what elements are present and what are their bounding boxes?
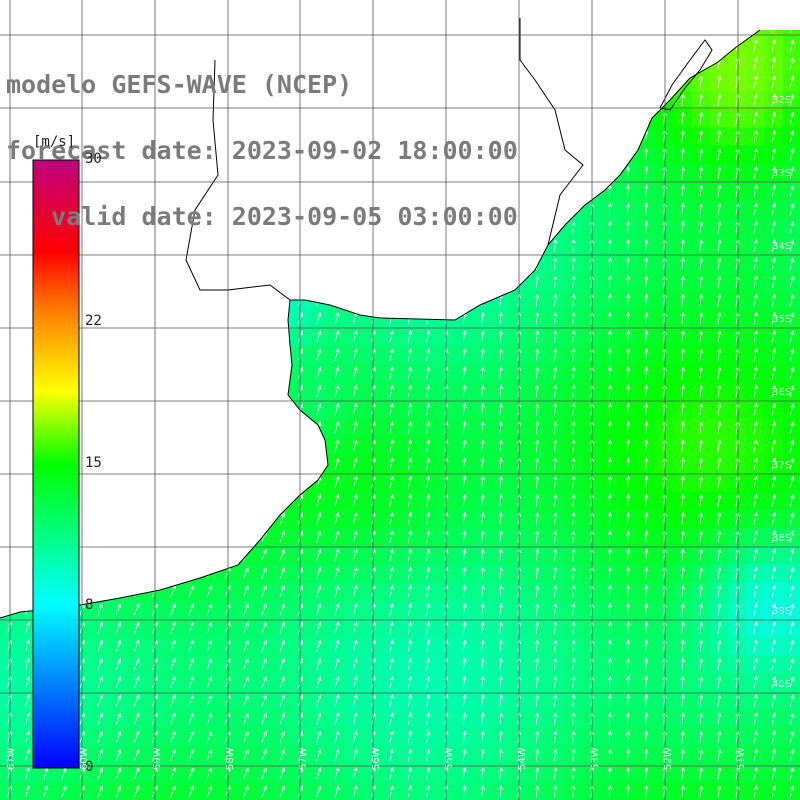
wind-arrow (771, 57, 777, 70)
title-valid-date: valid date: 2023-09-05 03:00:00 (6, 202, 518, 231)
longitude-label: 55W (444, 747, 455, 770)
wind-arrow (717, 75, 722, 88)
longitude-label: 53W (590, 747, 601, 770)
map-title: modelo GEFS-WAVE (NCEP) forecast date: 2… (6, 30, 518, 250)
wind-arrow (698, 75, 704, 88)
latitude-label: 36S (772, 387, 792, 398)
longitude-label: 51W (736, 747, 747, 770)
latitude-label: 40S (772, 679, 792, 690)
wind-arrow (698, 93, 704, 107)
wind-arrow (680, 111, 685, 125)
latitude-label: 38S (772, 533, 792, 544)
longitude-label: 54W (517, 747, 528, 770)
latitude-label: 39S (772, 606, 792, 617)
wind-arrow (789, 57, 795, 70)
wind-arrow (753, 38, 758, 52)
longitude-label: 52W (663, 747, 674, 770)
wind-arrow (771, 38, 777, 52)
wind-arrow (753, 56, 758, 70)
wind-arrow (698, 111, 704, 125)
wind-arrow (753, 111, 758, 125)
wind-arrow (771, 93, 777, 106)
wind-arrow (789, 93, 795, 107)
latitude-label: 34S (772, 241, 792, 252)
latitude-label: 35S (772, 314, 792, 325)
wind-arrow (771, 75, 777, 88)
colorbar-gradient (32, 159, 80, 769)
longitude-label: 56W (371, 747, 382, 770)
latitude-label: 32S (772, 95, 792, 106)
longitude-label: 60W (79, 747, 90, 770)
wind-arrow (717, 93, 722, 107)
longitude-label: 58W (225, 747, 236, 770)
latitude-label: 37S (772, 460, 792, 471)
wind-arrow (680, 93, 685, 107)
wind-arrow (753, 93, 758, 107)
colorbar-unit: [m/s] (33, 134, 76, 150)
longitude-label: 61W (6, 747, 17, 770)
title-forecast-date: forecast date: 2023-09-02 18:00:00 (6, 136, 518, 165)
colorbar-tick-label: 22 (85, 313, 102, 330)
longitude-label: 57W (298, 747, 309, 770)
latitude-label: 33S (772, 168, 792, 179)
wind-arrow (771, 111, 777, 125)
colorbar-tick-label: 8 (85, 596, 94, 613)
wind-speed-cell (782, 782, 800, 800)
title-model: modelo GEFS-WAVE (NCEP) (6, 70, 353, 99)
wind-arrow (789, 111, 795, 125)
wind-arrow (717, 111, 722, 125)
colorbar-tick-label: 15 (85, 455, 102, 471)
colorbar-tick-label: 30 (85, 151, 102, 167)
longitude-label: 59W (152, 747, 163, 770)
wind-arrow (789, 38, 795, 52)
wind-arrow (789, 75, 795, 88)
colorbar (32, 159, 80, 769)
wind-arrow (753, 75, 758, 88)
